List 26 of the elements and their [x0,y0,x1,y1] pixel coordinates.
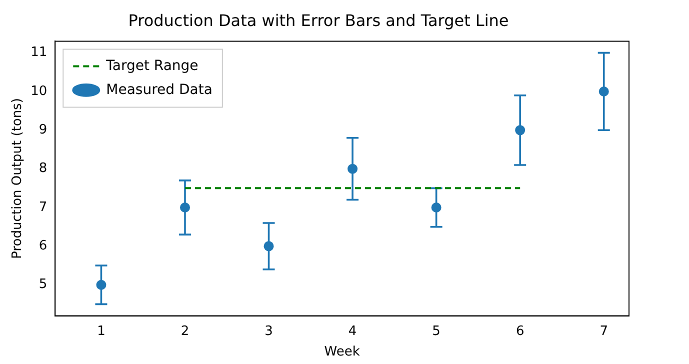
chart-title: Production Data with Error Bars and Target Line [128,10,509,30]
point [264,241,274,252]
y-tick-label: 10 [30,84,48,99]
legend-label: Target Range [105,58,198,74]
x-tick-label: 5 [432,324,440,339]
x-tick-label: 7 [600,324,608,339]
y-tick-label: 7 [38,200,48,215]
x-tick-label: 3 [264,324,273,339]
point [348,164,358,174]
point [96,280,106,290]
point [431,202,442,213]
point [598,86,609,96]
x-tick-label: 2 [180,324,190,339]
point [515,125,526,136]
y-tick-label: 6 [38,238,48,254]
y-tick-label: 9 [38,122,48,138]
legend-label: Measured Data [106,82,212,98]
y-tick-label: 5 [38,277,48,292]
x-tick-label: 4 [348,324,357,339]
x-axis-title: Week [324,344,360,360]
y-tick-label: 8 [38,161,48,176]
x-tick-label: 6 [516,324,524,339]
x-tick-label: 1 [97,324,106,339]
point [180,202,190,213]
y-tick-label: 11 [30,45,48,60]
y-axis-title: Production Output (tons) [10,98,26,259]
